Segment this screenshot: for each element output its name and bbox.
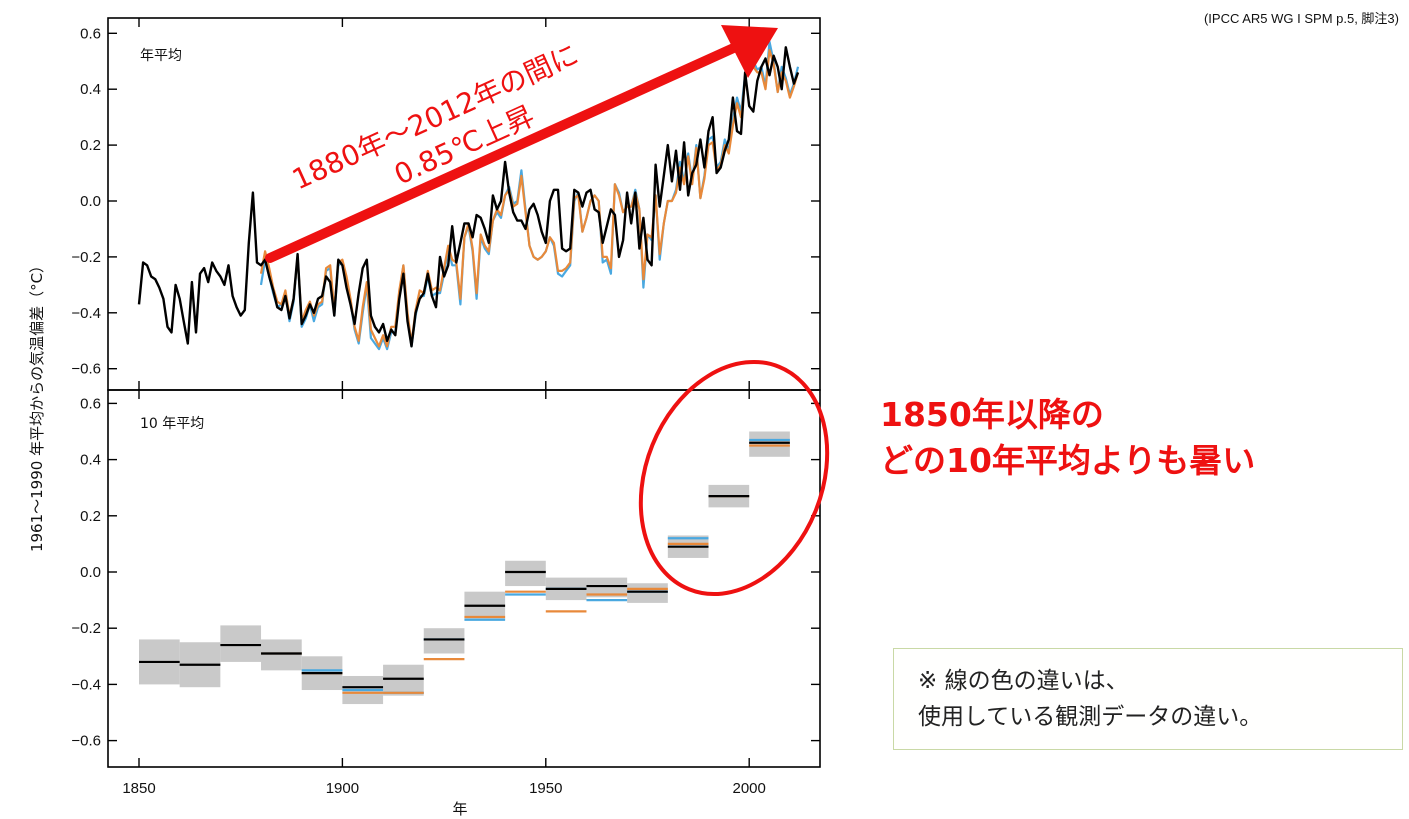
decadal-uncertainty-bands xyxy=(139,431,790,705)
annual-y-axis: −0.6 −0.4 −0.2 0.0 0.2 0.4 0.6 xyxy=(71,25,820,378)
decadal-y-tick-label: −0.6 xyxy=(71,733,101,750)
recent-decades-ellipse xyxy=(638,359,830,597)
x-tick-label: 2000 xyxy=(732,780,765,797)
decade-band xyxy=(220,625,262,662)
annual-y-tick-label: 0.2 xyxy=(80,137,101,154)
source-citation: (IPCC AR5 WG I SPM p.5, 脚注3) xyxy=(1203,11,1399,26)
decadal-y-tick-label: −0.2 xyxy=(71,620,101,637)
decade-band xyxy=(505,560,546,587)
annual-y-tick-label: 0.0 xyxy=(80,193,101,210)
decadal-panel-label: 10 年平均 xyxy=(140,416,204,432)
annual-black-line xyxy=(137,46,800,348)
decadal-y-tick-label: 0.2 xyxy=(80,508,101,525)
decade-band xyxy=(586,577,628,598)
highlight-line2: どの10年平均よりも暑い xyxy=(880,441,1256,480)
x-tick-label: 1850 xyxy=(122,780,155,797)
annual-orange-line xyxy=(259,48,800,348)
annual-y-tick-label: −0.4 xyxy=(71,305,101,322)
decade-band xyxy=(749,431,790,457)
decadal-y-tick-label: 0.4 xyxy=(80,452,101,469)
decadal-y-tick-label: 0.6 xyxy=(80,395,101,412)
x-tick-label: 1900 xyxy=(326,780,359,797)
decade-band xyxy=(423,628,465,654)
highlight-message: 1850年以降の どの10年平均よりも暑い xyxy=(880,392,1255,484)
annual-y-tick-label: −0.2 xyxy=(71,249,101,266)
data-source-note: ※ 線の色の違いは、 使用している観測データの違い。 xyxy=(893,648,1403,750)
decadal-means xyxy=(139,438,790,694)
decadal-panel-frame xyxy=(107,389,821,768)
note-line1: ※ 線の色の違いは、 xyxy=(918,668,1129,694)
annual-panel-frame xyxy=(107,17,821,391)
annual-y-tick-label: 0.6 xyxy=(80,25,101,42)
annual-y-tick-label: 0.4 xyxy=(80,81,101,98)
decade-band xyxy=(627,583,668,603)
trend-arrow-shaft xyxy=(265,41,743,263)
decadal-y-tick-label: −0.4 xyxy=(71,676,101,693)
x-axis: 1850 1900 1950 2000 xyxy=(122,18,766,797)
decade-band xyxy=(261,639,302,671)
decadal-y-axis: −0.6 −0.4 −0.2 0.0 0.2 0.4 0.6 xyxy=(71,395,820,750)
highlight-line1: 1850年以降の xyxy=(880,395,1104,434)
annual-series xyxy=(137,40,800,351)
x-axis-title: 年 xyxy=(452,800,467,818)
annual-panel-label: 年平均 xyxy=(140,48,182,64)
decadal-y-tick-label: 0.0 xyxy=(80,564,101,581)
annual-y-tick-label: −0.6 xyxy=(71,361,101,378)
x-tick-label: 1950 xyxy=(529,780,562,797)
y-axis-title: 1961～1990 年平均からの気温偏差（°C） xyxy=(28,258,46,552)
trend-arrow-head xyxy=(721,25,778,78)
decade-band xyxy=(383,664,424,696)
note-line2: 使用している観測データの違い。 xyxy=(918,704,1263,730)
trend-arrow xyxy=(265,25,778,263)
